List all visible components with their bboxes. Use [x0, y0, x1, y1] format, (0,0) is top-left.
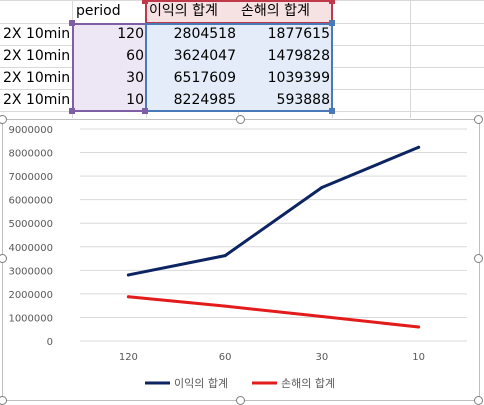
category-range — [73, 24, 146, 111]
profit-cell[interactable]: 8224985 — [173, 92, 236, 108]
profit-cell[interactable]: 2804518 — [173, 26, 236, 42]
period-cell[interactable]: 10 — [126, 92, 144, 108]
row-label[interactable]: 2X 10min — [3, 92, 71, 108]
y-tick-label: 0 — [47, 337, 53, 348]
values-range — [146, 24, 332, 111]
series-line-1 — [126, 145, 421, 277]
values-selection[interactable] — [145, 23, 333, 112]
period-cell[interactable]: 30 — [126, 70, 144, 86]
header-loss[interactable]: 손해의 합계 — [241, 3, 310, 19]
resize-handle[interactable] — [69, 20, 75, 26]
data-point — [417, 325, 421, 329]
series-line-2 — [126, 295, 421, 329]
y-tick-label: 1000000 — [8, 313, 53, 324]
profit-cell[interactable]: 6517609 — [173, 70, 236, 86]
data-point — [223, 304, 227, 308]
loss-cell[interactable]: 1877615 — [267, 26, 330, 42]
series-name-range — [146, 1, 332, 23]
chart-resize-handle[interactable] — [0, 115, 7, 124]
period-cell[interactable]: 60 — [126, 48, 144, 64]
series-name-selection[interactable] — [145, 0, 333, 24]
resize-handle[interactable] — [69, 108, 75, 114]
chart-resize-handle[interactable] — [474, 254, 483, 263]
chart-resize-handle[interactable] — [474, 115, 483, 124]
loss-cell[interactable]: 593888 — [276, 92, 330, 108]
loss-cell[interactable]: 1479828 — [267, 48, 330, 64]
chart-area[interactable] — [2, 119, 480, 401]
x-tick-label: 120 — [119, 352, 138, 363]
x-tick-label: 30 — [316, 352, 329, 363]
chart-resize-handle[interactable] — [236, 115, 245, 124]
line-chart: 0 1000000 2000000 3000000 4000000 5000000 6000… — [8, 125, 467, 390]
profit-cell[interactable]: 3624047 — [173, 48, 236, 64]
y-tick-label: 5000000 — [8, 219, 53, 230]
legend-label: 손해의 합계 — [281, 376, 335, 390]
loss-cell[interactable]: 1039399 — [267, 70, 330, 86]
x-tick-label: 60 — [219, 352, 232, 363]
row-label[interactable]: 2X 10min — [3, 48, 71, 64]
row-label[interactable]: 2X 10min — [3, 70, 71, 86]
data-point — [126, 273, 130, 277]
y-tick-label: 7000000 — [8, 172, 53, 183]
y-tick-label: 9000000 — [8, 125, 53, 136]
y-tick-label: 6000000 — [8, 196, 53, 207]
y-tick-label: 2000000 — [8, 290, 53, 301]
resize-handle[interactable] — [142, 0, 148, 4]
data-point — [320, 185, 324, 189]
header-period[interactable]: period — [76, 3, 121, 19]
period-cell[interactable]: 120 — [117, 26, 144, 42]
category-selection[interactable] — [72, 23, 147, 112]
resize-handle[interactable] — [329, 108, 335, 114]
row-label[interactable]: 2X 10min — [3, 26, 71, 42]
grid-line — [410, 0, 411, 118]
data-point — [417, 145, 421, 149]
resize-handle[interactable] — [329, 0, 335, 4]
resize-handle[interactable] — [142, 108, 148, 114]
chart-resize-handle[interactable] — [0, 254, 7, 263]
resize-handle[interactable] — [329, 20, 335, 26]
y-tick-label: 4000000 — [8, 243, 53, 254]
data-point — [223, 254, 227, 258]
x-tick-label: 10 — [412, 352, 425, 363]
legend-label: 이익의 합계 — [174, 377, 228, 390]
chart-object[interactable]: 0 1000000 2000000 3000000 4000000 5000000 6000… — [0, 115, 484, 405]
y-tick-label: 3000000 — [8, 266, 53, 277]
y-tick-label: 8000000 — [8, 149, 53, 160]
header-profit[interactable]: 이익의 합계 — [149, 3, 218, 19]
data-point — [126, 295, 130, 299]
data-point — [320, 315, 324, 319]
